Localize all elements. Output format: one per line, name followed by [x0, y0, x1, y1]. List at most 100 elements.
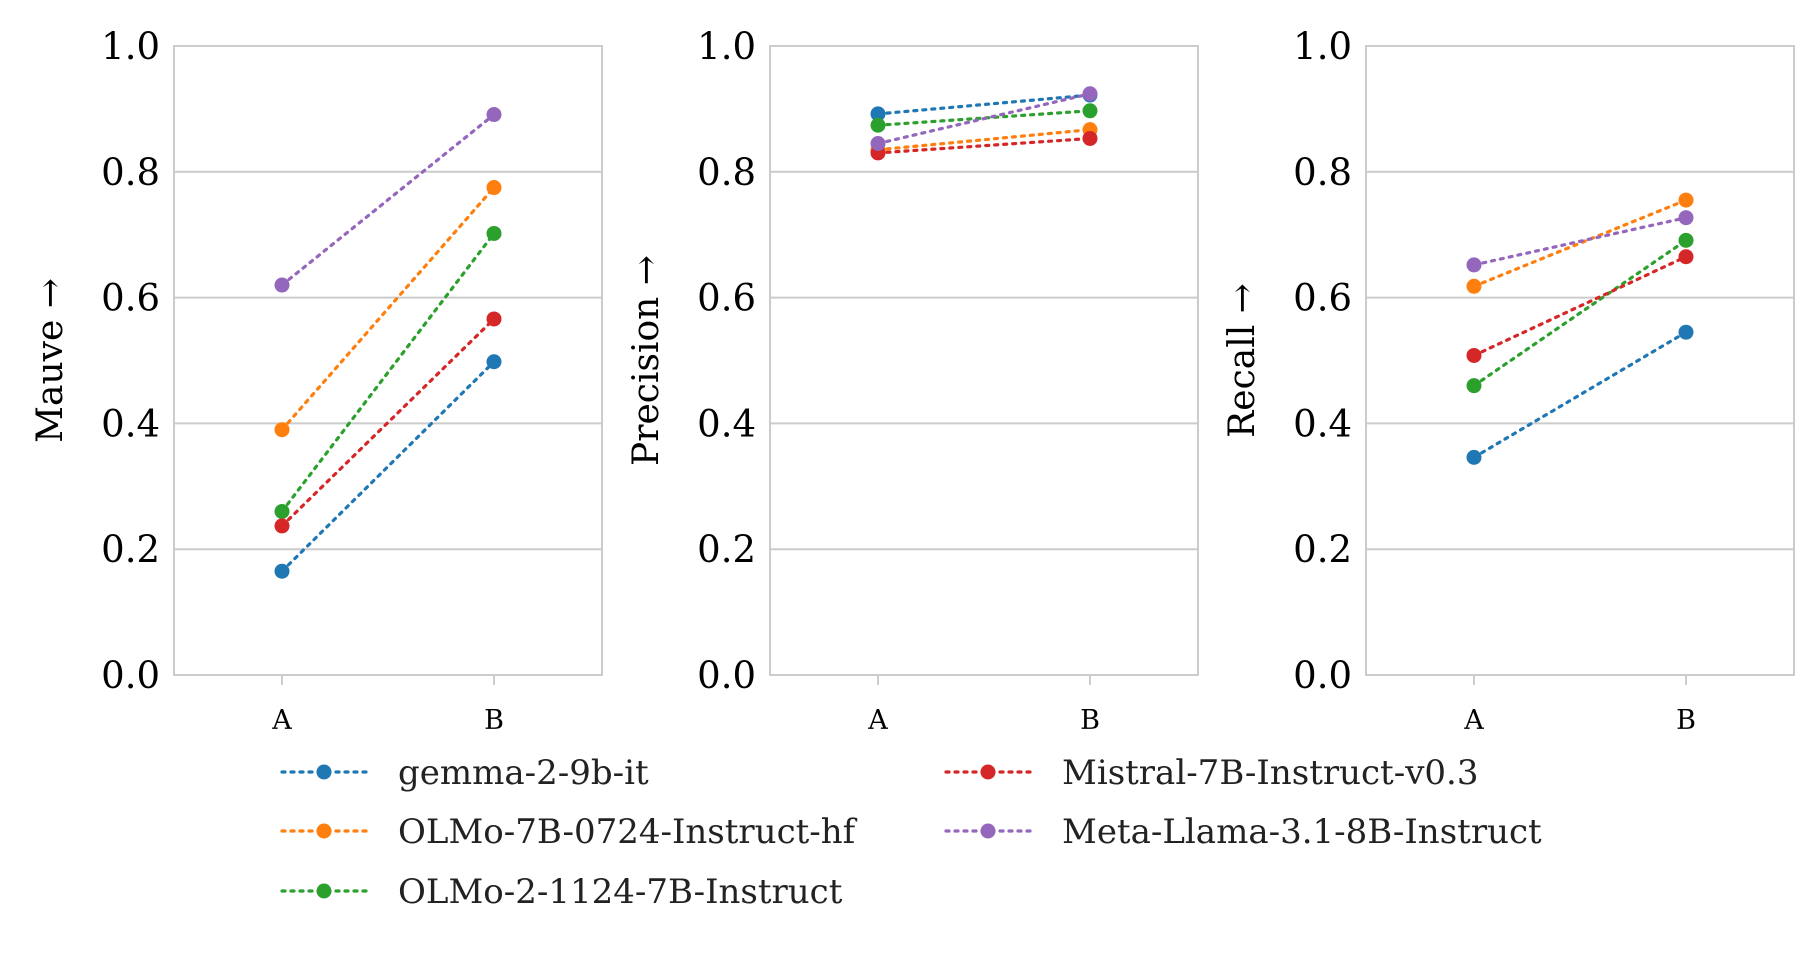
series-line: [876, 92, 1092, 146]
series-1: [870, 87, 1098, 122]
data-point: [1466, 449, 1482, 465]
legend: gemma-2-9b-it OLMo-7B-0724-Instruct-hf OLM…: [280, 753, 1542, 912]
series-line: [876, 93, 1092, 116]
y-tick-label: 0.0: [1293, 654, 1352, 697]
legend-marker: [316, 764, 332, 780]
series-line: [280, 317, 496, 528]
series-2: [274, 180, 502, 438]
data-point: [1082, 103, 1098, 119]
data-point: [486, 354, 502, 370]
y-tick-label: 0.2: [1293, 528, 1352, 571]
y-tick-label: 0.6: [1293, 277, 1352, 320]
data-point: [486, 225, 502, 241]
y-tick-label: 0.6: [101, 277, 160, 320]
y-axis-label: Precision →: [626, 255, 667, 466]
series-3: [1466, 232, 1694, 394]
panel-3: 0.0 0.2 0.4 0.6 0.8 1.0 A B Recall →: [1222, 25, 1795, 736]
y-axis-label: Recall →: [1222, 283, 1263, 438]
data-point: [1678, 210, 1694, 226]
data-point: [274, 277, 290, 293]
series-line: [1472, 198, 1688, 288]
y-tick-label: 1.0: [101, 25, 160, 68]
legend-marker: [980, 823, 996, 839]
y-tick-label: 0.4: [1293, 402, 1352, 445]
data-point: [1678, 192, 1694, 208]
series-line: [876, 128, 1092, 152]
series-line: [1472, 255, 1688, 358]
series-3: [274, 225, 502, 519]
x-tick-label: B: [1080, 705, 1100, 736]
x-tick-label: A: [271, 705, 292, 736]
y-tick-label: 0.8: [697, 151, 756, 194]
legend-entry: gemma-2-9b-it: [280, 753, 649, 793]
plot-frame: [1365, 45, 1795, 676]
data-point: [486, 311, 502, 327]
x-tick-label: A: [1463, 705, 1484, 736]
panel-1: 0.0 0.2 0.4 0.6 0.8 1.0 A B Mauve →: [30, 25, 603, 736]
legend-label: OLMo-2-1124-7B-Instruct: [398, 872, 843, 912]
legend-marker: [980, 764, 996, 780]
legend-label: OLMo-7B-0724-Instruct-hf: [398, 812, 858, 852]
data-point: [1466, 257, 1482, 273]
y-tick-label: 0.6: [697, 277, 756, 320]
y-tick-label: 0.8: [1293, 151, 1352, 194]
legend-label: gemma-2-9b-it: [398, 753, 649, 793]
y-tick-label: 0.0: [101, 654, 160, 697]
x-tick-label: B: [484, 705, 504, 736]
data-point: [1678, 324, 1694, 340]
data-point: [870, 117, 886, 133]
data-point: [1082, 86, 1098, 102]
y-axis-label: Mauve →: [30, 278, 71, 443]
legend-entry: Mistral-7B-Instruct-v0.3: [944, 753, 1478, 793]
series-line: [280, 185, 496, 432]
legend-marker: [316, 883, 332, 899]
x-tick-label: B: [1676, 705, 1696, 736]
y-tick-label: 0.4: [101, 402, 160, 445]
series-5: [1466, 210, 1694, 273]
series-5: [870, 86, 1098, 151]
x-tick-label: A: [867, 705, 888, 736]
series-line: [280, 112, 496, 287]
y-tick-label: 1.0: [697, 25, 756, 68]
series-1: [1466, 324, 1694, 465]
series-5: [274, 107, 502, 293]
legend-label: Mistral-7B-Instruct-v0.3: [1062, 753, 1478, 793]
data-point: [870, 135, 886, 151]
series-1: [274, 354, 502, 579]
y-tick-label: 0.4: [697, 402, 756, 445]
data-point: [1466, 378, 1482, 394]
data-point: [1466, 347, 1482, 363]
legend-entry: OLMo-7B-0724-Instruct-hf: [280, 812, 858, 852]
data-point: [274, 422, 290, 438]
data-point: [486, 180, 502, 196]
data-point: [274, 563, 290, 579]
legend-label: Meta-Llama-3.1-8B-Instruct: [1062, 812, 1542, 852]
series-line: [876, 109, 1092, 127]
series-2: [1466, 192, 1694, 294]
legend-entry: OLMo-2-1124-7B-Instruct: [280, 872, 843, 912]
y-tick-label: 0.2: [697, 528, 756, 571]
data-point: [1082, 130, 1098, 146]
panel-2: 0.0 0.2 0.4 0.6 0.8 1.0 A B Precision →: [626, 25, 1199, 736]
y-tick-label: 0.0: [697, 654, 756, 697]
series-line: [1472, 216, 1688, 267]
legend-marker: [316, 823, 332, 839]
series-line: [280, 231, 496, 514]
plot-frame: [769, 45, 1199, 676]
data-point: [486, 107, 502, 123]
y-tick-label: 1.0: [1293, 25, 1352, 68]
data-point: [274, 518, 290, 534]
series-line: [1472, 330, 1688, 459]
series-4: [1466, 249, 1694, 363]
data-point: [1678, 249, 1694, 265]
y-tick-label: 0.2: [101, 528, 160, 571]
data-point: [274, 503, 290, 519]
y-tick-label: 0.8: [101, 151, 160, 194]
data-point: [1678, 232, 1694, 248]
legend-entry: Meta-Llama-3.1-8B-Instruct: [944, 812, 1542, 852]
plot-frame: [173, 45, 603, 676]
series-4: [274, 311, 502, 534]
series-line: [1472, 238, 1688, 388]
